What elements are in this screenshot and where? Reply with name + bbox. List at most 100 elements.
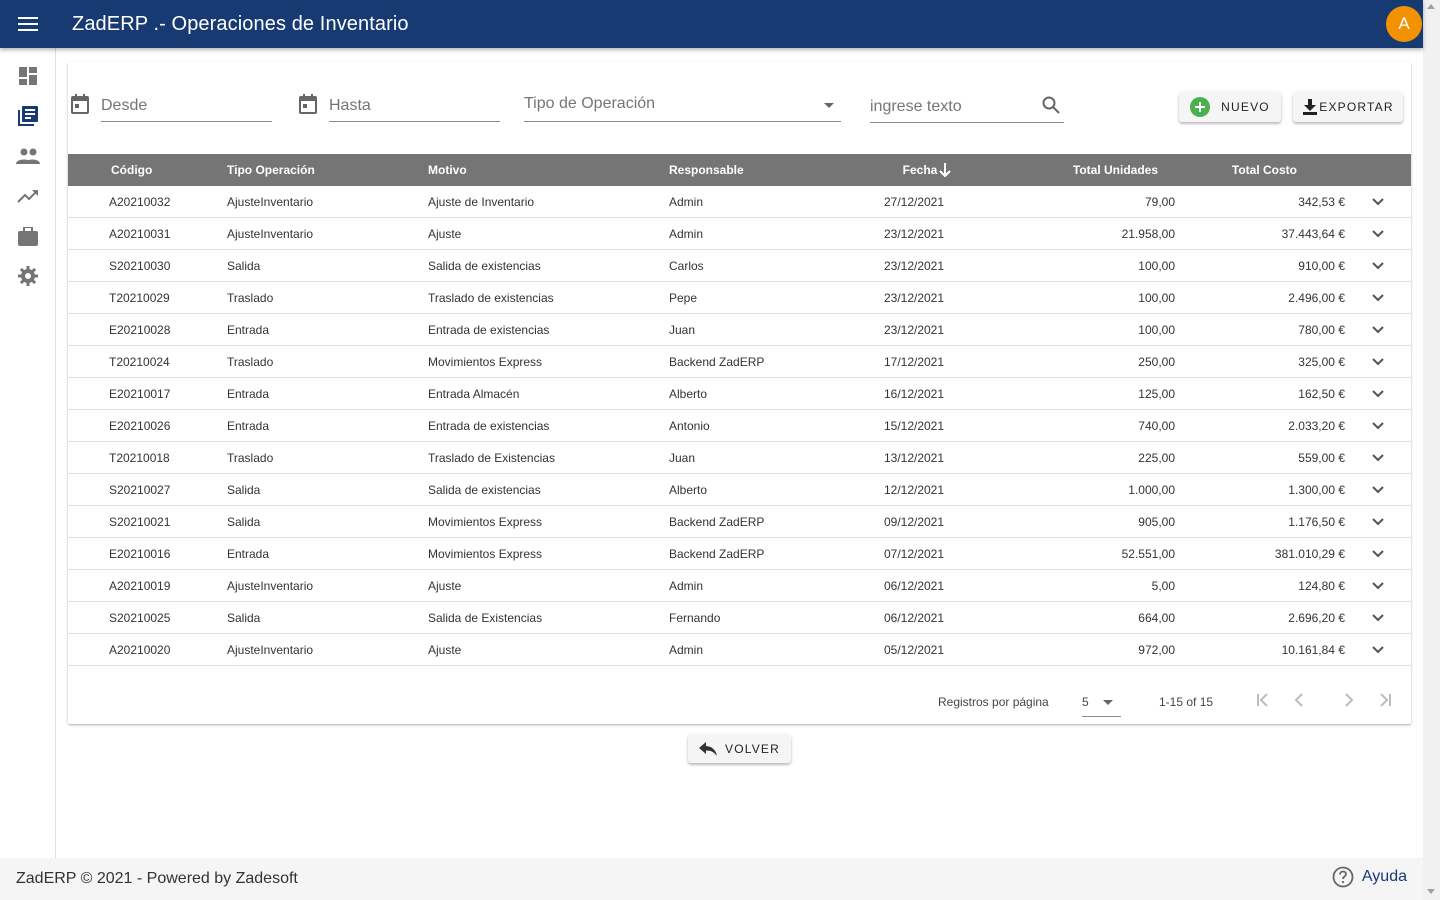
- dashboard-icon: [19, 67, 37, 85]
- cell-tipo-operacion: Salida: [227, 258, 261, 273]
- expand-row-button[interactable]: [1345, 293, 1411, 303]
- header-tipo-operacion[interactable]: Tipo Operación: [227, 163, 315, 177]
- expand-row-button[interactable]: [1345, 549, 1411, 559]
- header-fecha[interactable]: Fecha: [834, 163, 994, 177]
- calendar-icon[interactable]: [71, 94, 89, 114]
- table-row[interactable]: E20210026 Entrada Entrada de existencias An…: [68, 410, 1411, 442]
- cell-motivo: Salida de existencias: [428, 482, 541, 497]
- expand-row-button[interactable]: [1345, 581, 1411, 591]
- header-total-unidades[interactable]: Total Unidades: [1072, 163, 1158, 177]
- chevron-down-icon: [1372, 549, 1384, 557]
- chevron-down-icon: [1372, 325, 1384, 333]
- cell-fecha: 15/12/2021: [883, 418, 945, 433]
- expand-row-button[interactable]: [1345, 357, 1411, 367]
- header-total-costo[interactable]: Total Costo: [1231, 163, 1297, 177]
- table-row[interactable]: A20210031 AjusteInventario Ajuste Admin 23/1…: [68, 218, 1411, 250]
- cell-motivo: Ajuste: [428, 226, 462, 241]
- table-row[interactable]: E20210017 Entrada Entrada Almacén Alberto 16…: [68, 378, 1411, 410]
- cell-total-unidades: 52.551,00: [1121, 546, 1175, 561]
- nuevo-button[interactable]: NUEVO: [1179, 92, 1281, 122]
- page-range-label: 1-15 of 15: [1159, 695, 1214, 709]
- cell-fecha: 13/12/2021: [883, 450, 945, 465]
- expand-row-button[interactable]: [1345, 197, 1411, 207]
- table-row[interactable]: E20210016 Entrada Movimientos Express Backe…: [68, 538, 1411, 570]
- expand-row-button[interactable]: [1345, 453, 1411, 463]
- search-input[interactable]: [870, 91, 1030, 121]
- cell-tipo-operacion: Salida: [227, 482, 261, 497]
- add-circle-icon: [1190, 97, 1211, 117]
- scroll-down-icon[interactable]: [1427, 889, 1435, 894]
- expand-row-button[interactable]: [1345, 229, 1411, 239]
- table-row[interactable]: A20210020 AjusteInventario Ajuste Admin 05/1…: [68, 634, 1411, 666]
- cell-tipo-operacion: AjusteInventario: [227, 642, 314, 657]
- sidebar-item-inventory[interactable]: [0, 96, 56, 136]
- hasta-input[interactable]: [329, 90, 500, 120]
- cell-fecha: 17/12/2021: [883, 354, 945, 369]
- cell-total-costo: 381.010,29 €: [1274, 546, 1345, 561]
- exportar-label: EXPORTAR: [1319, 100, 1394, 114]
- reply-icon: [699, 741, 717, 756]
- table-row[interactable]: T20210029 Traslado Traslado de existencias…: [68, 282, 1411, 314]
- table-row[interactable]: S20210027 Salida Salida de existencias Albe…: [68, 474, 1411, 506]
- cell-tipo-operacion: AjusteInventario: [227, 226, 314, 241]
- cell-fecha: 23/12/2021: [883, 258, 945, 273]
- expand-row-button[interactable]: [1345, 613, 1411, 623]
- cell-total-unidades: 740,00: [1138, 418, 1175, 433]
- sidebar-item-settings[interactable]: [0, 256, 56, 296]
- sidebar-item-business[interactable]: [0, 216, 56, 256]
- cell-codigo: S20210030: [109, 258, 171, 273]
- table-row[interactable]: E20210028 Entrada Entrada de existencias Ju…: [68, 314, 1411, 346]
- tipo-operacion-select[interactable]: Tipo de Operación: [524, 90, 841, 122]
- header-responsable[interactable]: Responsable: [669, 163, 744, 177]
- sidebar-item-dashboard[interactable]: [0, 56, 56, 96]
- sidebar-item-users[interactable]: [0, 136, 56, 176]
- table-row[interactable]: T20210024 Traslado Movimientos Express Back…: [68, 346, 1411, 378]
- table-row[interactable]: A20210019 AjusteInventario Ajuste Admin 06/1…: [68, 570, 1411, 602]
- cell-total-unidades: 905,00: [1138, 514, 1175, 529]
- expand-row-button[interactable]: [1345, 261, 1411, 271]
- sidebar-item-stats[interactable]: [0, 176, 56, 216]
- cell-responsable: Admin: [669, 194, 704, 209]
- cell-codigo: T20210029: [109, 290, 170, 305]
- cell-motivo: Entrada de existencias: [428, 418, 550, 433]
- cell-total-costo: 910,00 €: [1298, 258, 1345, 273]
- cell-total-unidades: 125,00: [1138, 386, 1175, 401]
- table-row[interactable]: S20210021 Salida Movimientos Express Backen…: [68, 506, 1411, 538]
- cell-responsable: Pepe: [669, 290, 698, 305]
- table-row[interactable]: S20210030 Salida Salida de existencias Carl…: [68, 250, 1411, 282]
- volver-button[interactable]: VOLVER: [688, 734, 791, 763]
- desde-input[interactable]: [101, 90, 272, 120]
- expand-row-button[interactable]: [1345, 645, 1411, 655]
- expand-row-button[interactable]: [1345, 485, 1411, 495]
- cell-codigo: A20210032: [109, 194, 171, 209]
- expand-row-button[interactable]: [1345, 389, 1411, 399]
- next-page-button[interactable]: [1337, 688, 1361, 712]
- calendar-icon[interactable]: [299, 94, 317, 114]
- page-scrollbar[interactable]: [1423, 0, 1440, 900]
- page-size-label: Registros por página: [938, 695, 1049, 709]
- header-motivo[interactable]: Motivo: [428, 163, 467, 177]
- table-row[interactable]: S20210025 Salida Salida de Existencias Fern…: [68, 602, 1411, 634]
- table-row[interactable]: A20210032 AjusteInventario Ajuste de Inven…: [68, 186, 1411, 218]
- scroll-up-icon[interactable]: [1427, 4, 1435, 9]
- search-field[interactable]: [870, 91, 1064, 123]
- header-codigo[interactable]: Código: [111, 163, 153, 177]
- page-size-select[interactable]: 5: [1082, 688, 1121, 717]
- cell-fecha: 06/12/2021: [883, 610, 945, 625]
- exportar-button[interactable]: EXPORTAR: [1293, 92, 1403, 122]
- avatar[interactable]: A: [1386, 6, 1422, 42]
- search-icon[interactable]: [1042, 96, 1060, 114]
- desde-field[interactable]: [101, 90, 272, 122]
- cell-codigo: T20210024: [109, 354, 170, 369]
- expand-row-button[interactable]: [1345, 517, 1411, 527]
- cell-total-costo: 2.033,20 €: [1288, 418, 1345, 433]
- last-page-button[interactable]: [1373, 688, 1397, 712]
- previous-page-button[interactable]: [1287, 688, 1311, 712]
- table-row[interactable]: T20210018 Traslado Traslado de Existencias…: [68, 442, 1411, 474]
- help-link[interactable]: Ayuda: [1332, 866, 1407, 888]
- first-page-button[interactable]: [1251, 688, 1275, 712]
- hasta-field[interactable]: [329, 90, 500, 122]
- expand-row-button[interactable]: [1345, 325, 1411, 335]
- expand-row-button[interactable]: [1345, 421, 1411, 431]
- menu-icon[interactable]: [0, 0, 56, 48]
